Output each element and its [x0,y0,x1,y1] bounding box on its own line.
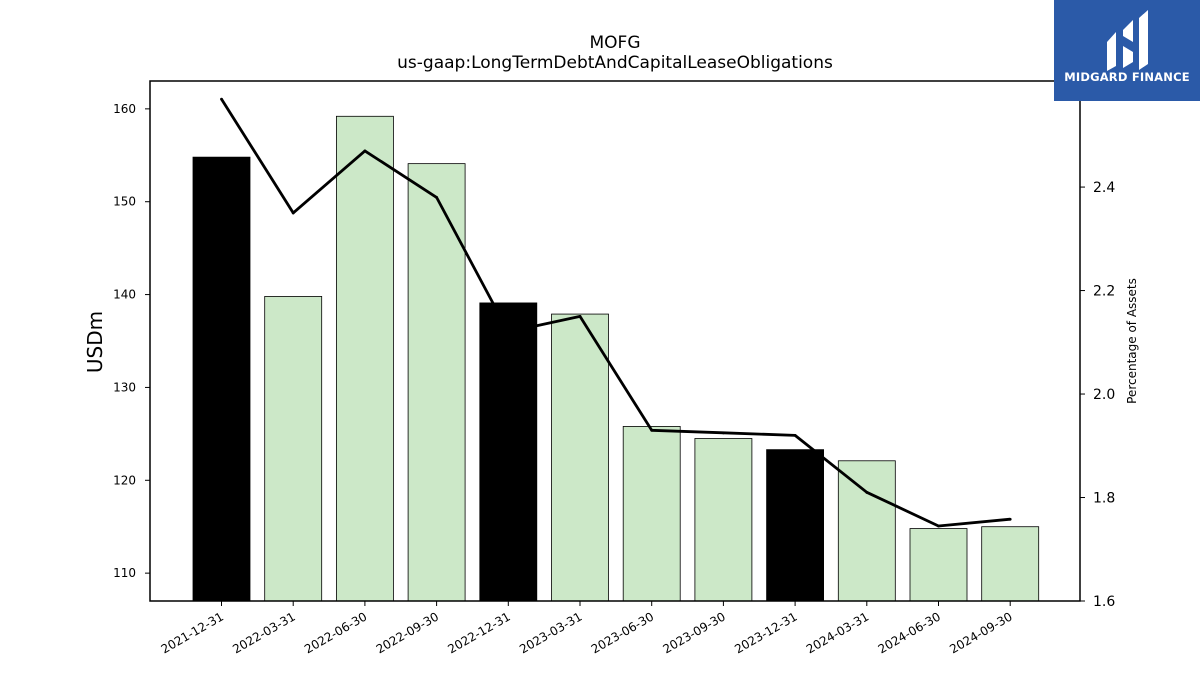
x-tick-label: 2024-09-30 [947,609,1014,656]
line-point [650,428,654,432]
bar [192,156,251,602]
logo-text: MIDGARD FINANCE [1064,70,1190,84]
bar [479,302,538,602]
x-tick-label: 2023-09-30 [660,609,727,656]
chart-subtitle: us-gaap:LongTermDebtAndCapitalLeaseOblig… [397,53,833,73]
x-axis: 2021-12-31 2022-03-31 2022-06-30 2022-09-30… [159,601,1015,656]
y-axis-label: USDm [83,311,107,373]
plot-frame [149,80,1081,602]
bar [264,296,323,602]
y-axis-left: 110 120 130 140 150 160 [113,102,150,580]
bar-series [192,115,1040,602]
line-point [435,196,438,199]
x-tick-label: 2023-06-30 [589,609,656,656]
y2-tick-label: 2.4 [1093,180,1115,196]
x-tick-label: 2022-06-30 [302,609,369,656]
line-point [291,211,295,215]
line-point [937,524,940,528]
logo: MIDGARD FINANCE [1054,0,1200,101]
line-point [865,490,869,494]
bar [694,438,753,602]
line-point [1008,517,1012,521]
chart-title: MOFG [590,33,641,53]
y-tick-label: 110 [113,566,136,580]
x-tick-label: 2023-12-31 [732,609,799,656]
x-tick-label: 2024-03-31 [804,609,871,656]
line-point [363,149,367,153]
line-point [506,330,510,334]
bar [551,313,609,602]
y2-tick-label: 2.0 [1093,387,1115,403]
y-tick-label: 120 [113,473,136,487]
y2-tick-label: 1.6 [1093,594,1115,610]
y-axis-right: 1.6 1.8 2.0 2.2 2.4 [1080,180,1115,610]
bar [909,528,968,602]
y-tick-label: 150 [113,195,136,209]
x-tick-label: 2023-03-31 [517,609,584,656]
x-tick-label: 2024-06-30 [876,609,943,656]
y-tick-label: 130 [113,380,136,394]
line-path [220,98,1011,528]
y2-tick-label: 1.8 [1093,491,1115,507]
bar [837,460,896,602]
line-point [793,434,797,437]
bar [407,163,466,602]
line-point [220,97,223,101]
x-tick-label: 2021-12-31 [159,609,226,656]
x-tick-label: 2022-12-31 [445,609,512,656]
bar [622,426,681,602]
bar [335,115,394,602]
x-tick-label: 2022-03-31 [230,609,297,656]
line-series [220,97,1012,528]
bar [981,526,1040,602]
y-tick-label: 160 [113,102,136,116]
line-point [578,315,582,318]
bar [766,449,824,602]
y2-tick-label: 2.2 [1093,284,1115,300]
logo-mark-icon [1107,10,1148,71]
y-tick-label: 140 [113,288,136,302]
line-point [722,431,725,435]
x-tick-label: 2022-09-30 [374,609,441,656]
y2-axis-label: Percentage of Assets [1125,278,1139,404]
